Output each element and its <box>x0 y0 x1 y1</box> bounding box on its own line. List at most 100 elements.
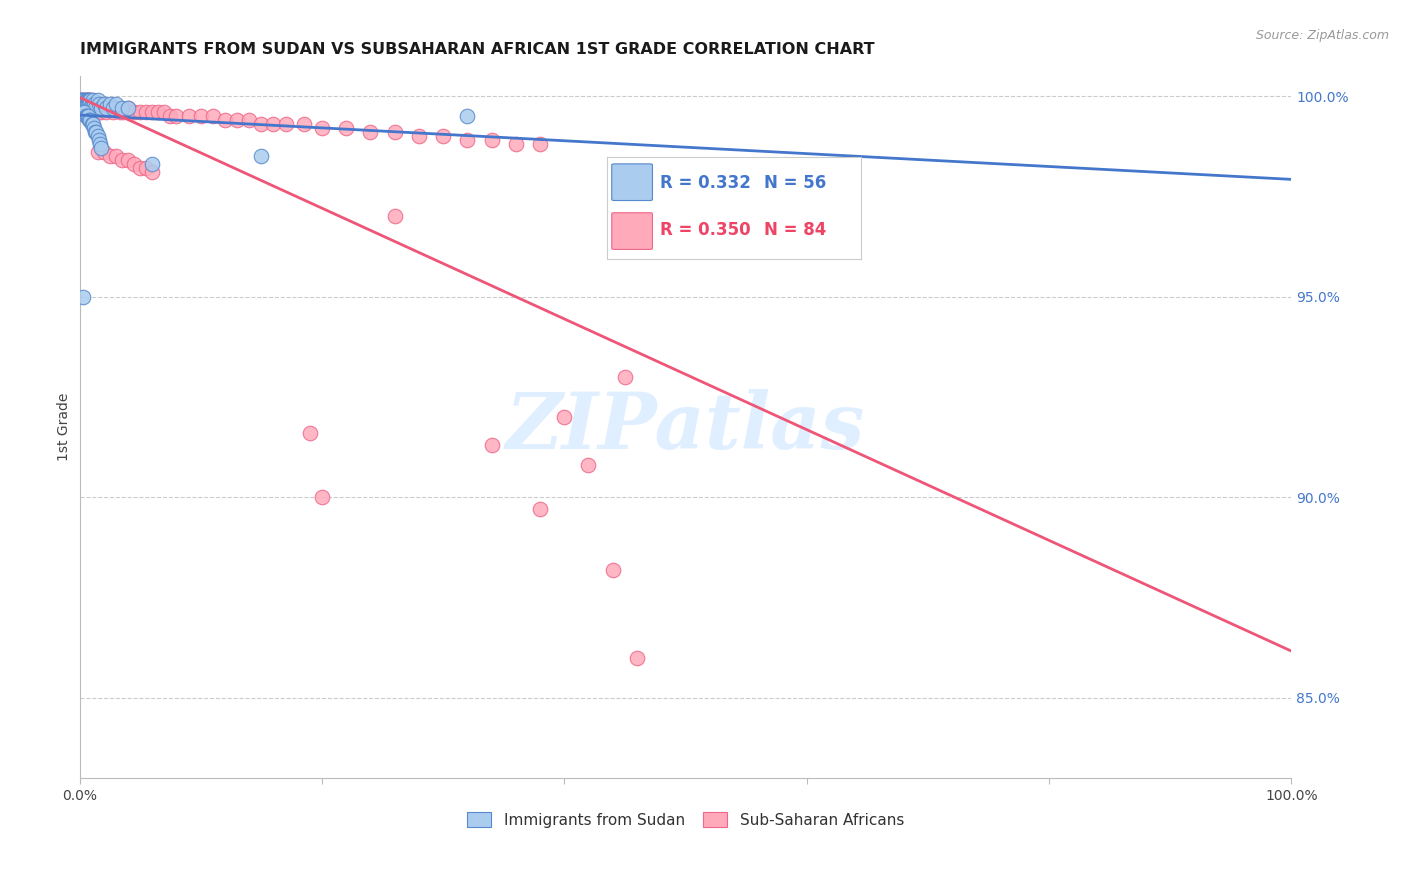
Point <box>83 97 105 112</box>
Point <box>86 101 108 115</box>
Point <box>84 125 107 139</box>
Point <box>359 125 381 139</box>
Point <box>117 153 139 168</box>
Point <box>70 105 93 120</box>
Point <box>89 137 111 152</box>
Point <box>384 125 406 139</box>
Point <box>80 93 103 107</box>
Point <box>73 101 96 115</box>
Point <box>89 101 111 115</box>
Point <box>103 101 125 115</box>
Text: IMMIGRANTS FROM SUDAN VS SUBSAHARAN AFRICAN 1ST GRADE CORRELATION CHART: IMMIGRANTS FROM SUDAN VS SUBSAHARAN AFRI… <box>80 42 875 57</box>
Point <box>90 141 112 155</box>
Point <box>79 113 101 128</box>
Point <box>76 109 98 123</box>
Point <box>481 133 503 147</box>
Point <box>69 97 91 112</box>
Point <box>86 93 108 107</box>
Point <box>86 129 108 144</box>
Legend: Immigrants from Sudan, Sub-Saharan Africans: Immigrants from Sudan, Sub-Saharan Afric… <box>461 805 910 834</box>
Point <box>122 157 145 171</box>
Point <box>73 97 96 112</box>
Point <box>408 129 430 144</box>
Point <box>76 93 98 107</box>
Point <box>77 97 100 112</box>
Point <box>238 113 260 128</box>
Point <box>72 105 94 120</box>
Point <box>72 93 94 107</box>
Point <box>77 93 100 107</box>
Point <box>72 290 94 304</box>
Point <box>80 97 103 112</box>
Point <box>72 97 94 112</box>
Point <box>292 117 315 131</box>
Point <box>148 105 170 120</box>
Point <box>79 93 101 107</box>
Point <box>73 97 96 112</box>
Point <box>86 101 108 115</box>
Point <box>84 101 107 115</box>
Point <box>70 93 93 107</box>
Point <box>75 93 97 107</box>
Point <box>93 97 115 112</box>
Point <box>111 153 134 168</box>
Point <box>83 101 105 115</box>
Point <box>75 109 97 123</box>
Point <box>456 133 478 147</box>
Point <box>250 117 273 131</box>
Point <box>70 101 93 115</box>
Point <box>82 93 104 107</box>
Point <box>72 97 94 112</box>
Point <box>262 117 284 131</box>
Point <box>141 105 163 120</box>
Point <box>135 105 157 120</box>
Point <box>384 210 406 224</box>
Point <box>104 97 127 112</box>
Point <box>505 137 527 152</box>
Point <box>93 145 115 160</box>
Point <box>86 125 108 139</box>
Point <box>335 121 357 136</box>
Point <box>87 97 110 112</box>
Point <box>69 93 91 107</box>
Point <box>553 410 575 425</box>
Point <box>75 101 97 115</box>
Point <box>214 113 236 128</box>
Point <box>79 93 101 107</box>
Point <box>117 101 139 115</box>
Point <box>70 97 93 112</box>
Point <box>75 97 97 112</box>
Point <box>87 133 110 147</box>
Point <box>529 502 551 516</box>
Point <box>298 426 321 441</box>
Point <box>159 109 181 123</box>
Point <box>96 105 118 120</box>
Point <box>626 650 648 665</box>
Point <box>98 149 121 163</box>
Point <box>73 93 96 107</box>
Point <box>190 109 212 123</box>
Point <box>77 93 100 107</box>
Point <box>129 161 152 176</box>
Point <box>75 101 97 115</box>
Point <box>90 101 112 115</box>
Point <box>77 109 100 123</box>
Point <box>153 105 176 120</box>
Point <box>82 117 104 131</box>
Point <box>201 109 224 123</box>
Point <box>481 438 503 452</box>
Point <box>166 109 188 123</box>
Point <box>103 105 125 120</box>
Y-axis label: 1st Grade: 1st Grade <box>58 392 72 461</box>
Point <box>77 101 100 115</box>
Point <box>72 101 94 115</box>
Point <box>111 101 134 115</box>
Point <box>82 97 104 112</box>
Point <box>108 105 131 120</box>
Point <box>83 121 105 136</box>
Point <box>96 101 118 115</box>
Point <box>141 165 163 179</box>
Point <box>84 101 107 115</box>
Point <box>98 97 121 112</box>
Point <box>76 97 98 112</box>
